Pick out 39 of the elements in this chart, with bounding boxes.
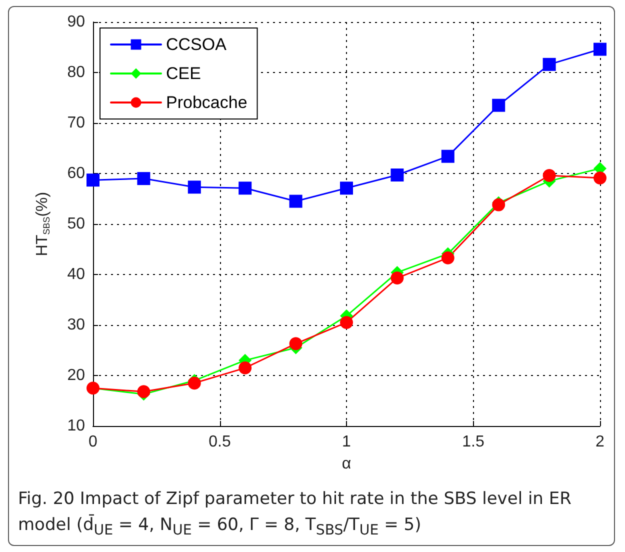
- point: [238, 182, 252, 195]
- y-tick-label: 60: [67, 165, 86, 182]
- y-tick-label: 20: [67, 367, 86, 384]
- point: [340, 182, 353, 195]
- point: [137, 172, 150, 186]
- point: [390, 168, 404, 182]
- point: [542, 58, 556, 71]
- point: [542, 169, 556, 182]
- x-axis-title: α: [342, 456, 352, 472]
- y-tick-label: 80: [67, 64, 86, 81]
- x-tick-label: 1: [342, 434, 352, 450]
- point: [86, 174, 100, 187]
- y-tick-label: 40: [67, 266, 86, 283]
- point: [390, 272, 404, 285]
- point: [441, 251, 454, 264]
- point: [137, 385, 150, 398]
- point: [188, 180, 201, 194]
- x-tick-label: 2: [596, 434, 605, 450]
- point: [289, 337, 302, 350]
- point: [441, 150, 454, 163]
- point: [340, 316, 353, 329]
- point: [238, 361, 252, 374]
- legend-label: CCSOA: [166, 35, 228, 54]
- y-tick-label: 50: [67, 216, 86, 232]
- y-tick-label: 30: [67, 316, 86, 334]
- point: [594, 42, 606, 56]
- x-tick-label: 0.5: [208, 434, 231, 450]
- point: [492, 98, 506, 112]
- point: [594, 172, 606, 185]
- legend-label: CEE: [166, 64, 201, 83]
- y-axis-title: HTSBS(%): [34, 192, 52, 256]
- y-tick-label: 90: [67, 14, 86, 30]
- y-tick-label: 10: [67, 418, 86, 434]
- point: [289, 194, 302, 208]
- text: Fig. 20 Impact of Zipf parameter to hit rate in the SBS level in ER model (d̄$_{UE}$ = 4, N$_{UE}$ = 60, Γ = 8, T$_{SBS}$/T$_{UE}$ = 5): [18, 489, 572, 538]
- x-tick-label: 1.5: [462, 434, 484, 450]
- y-tick-label: 70: [67, 114, 86, 132]
- legend-label: Probcache: [166, 93, 248, 112]
- x-tick-label: 0: [88, 434, 98, 450]
